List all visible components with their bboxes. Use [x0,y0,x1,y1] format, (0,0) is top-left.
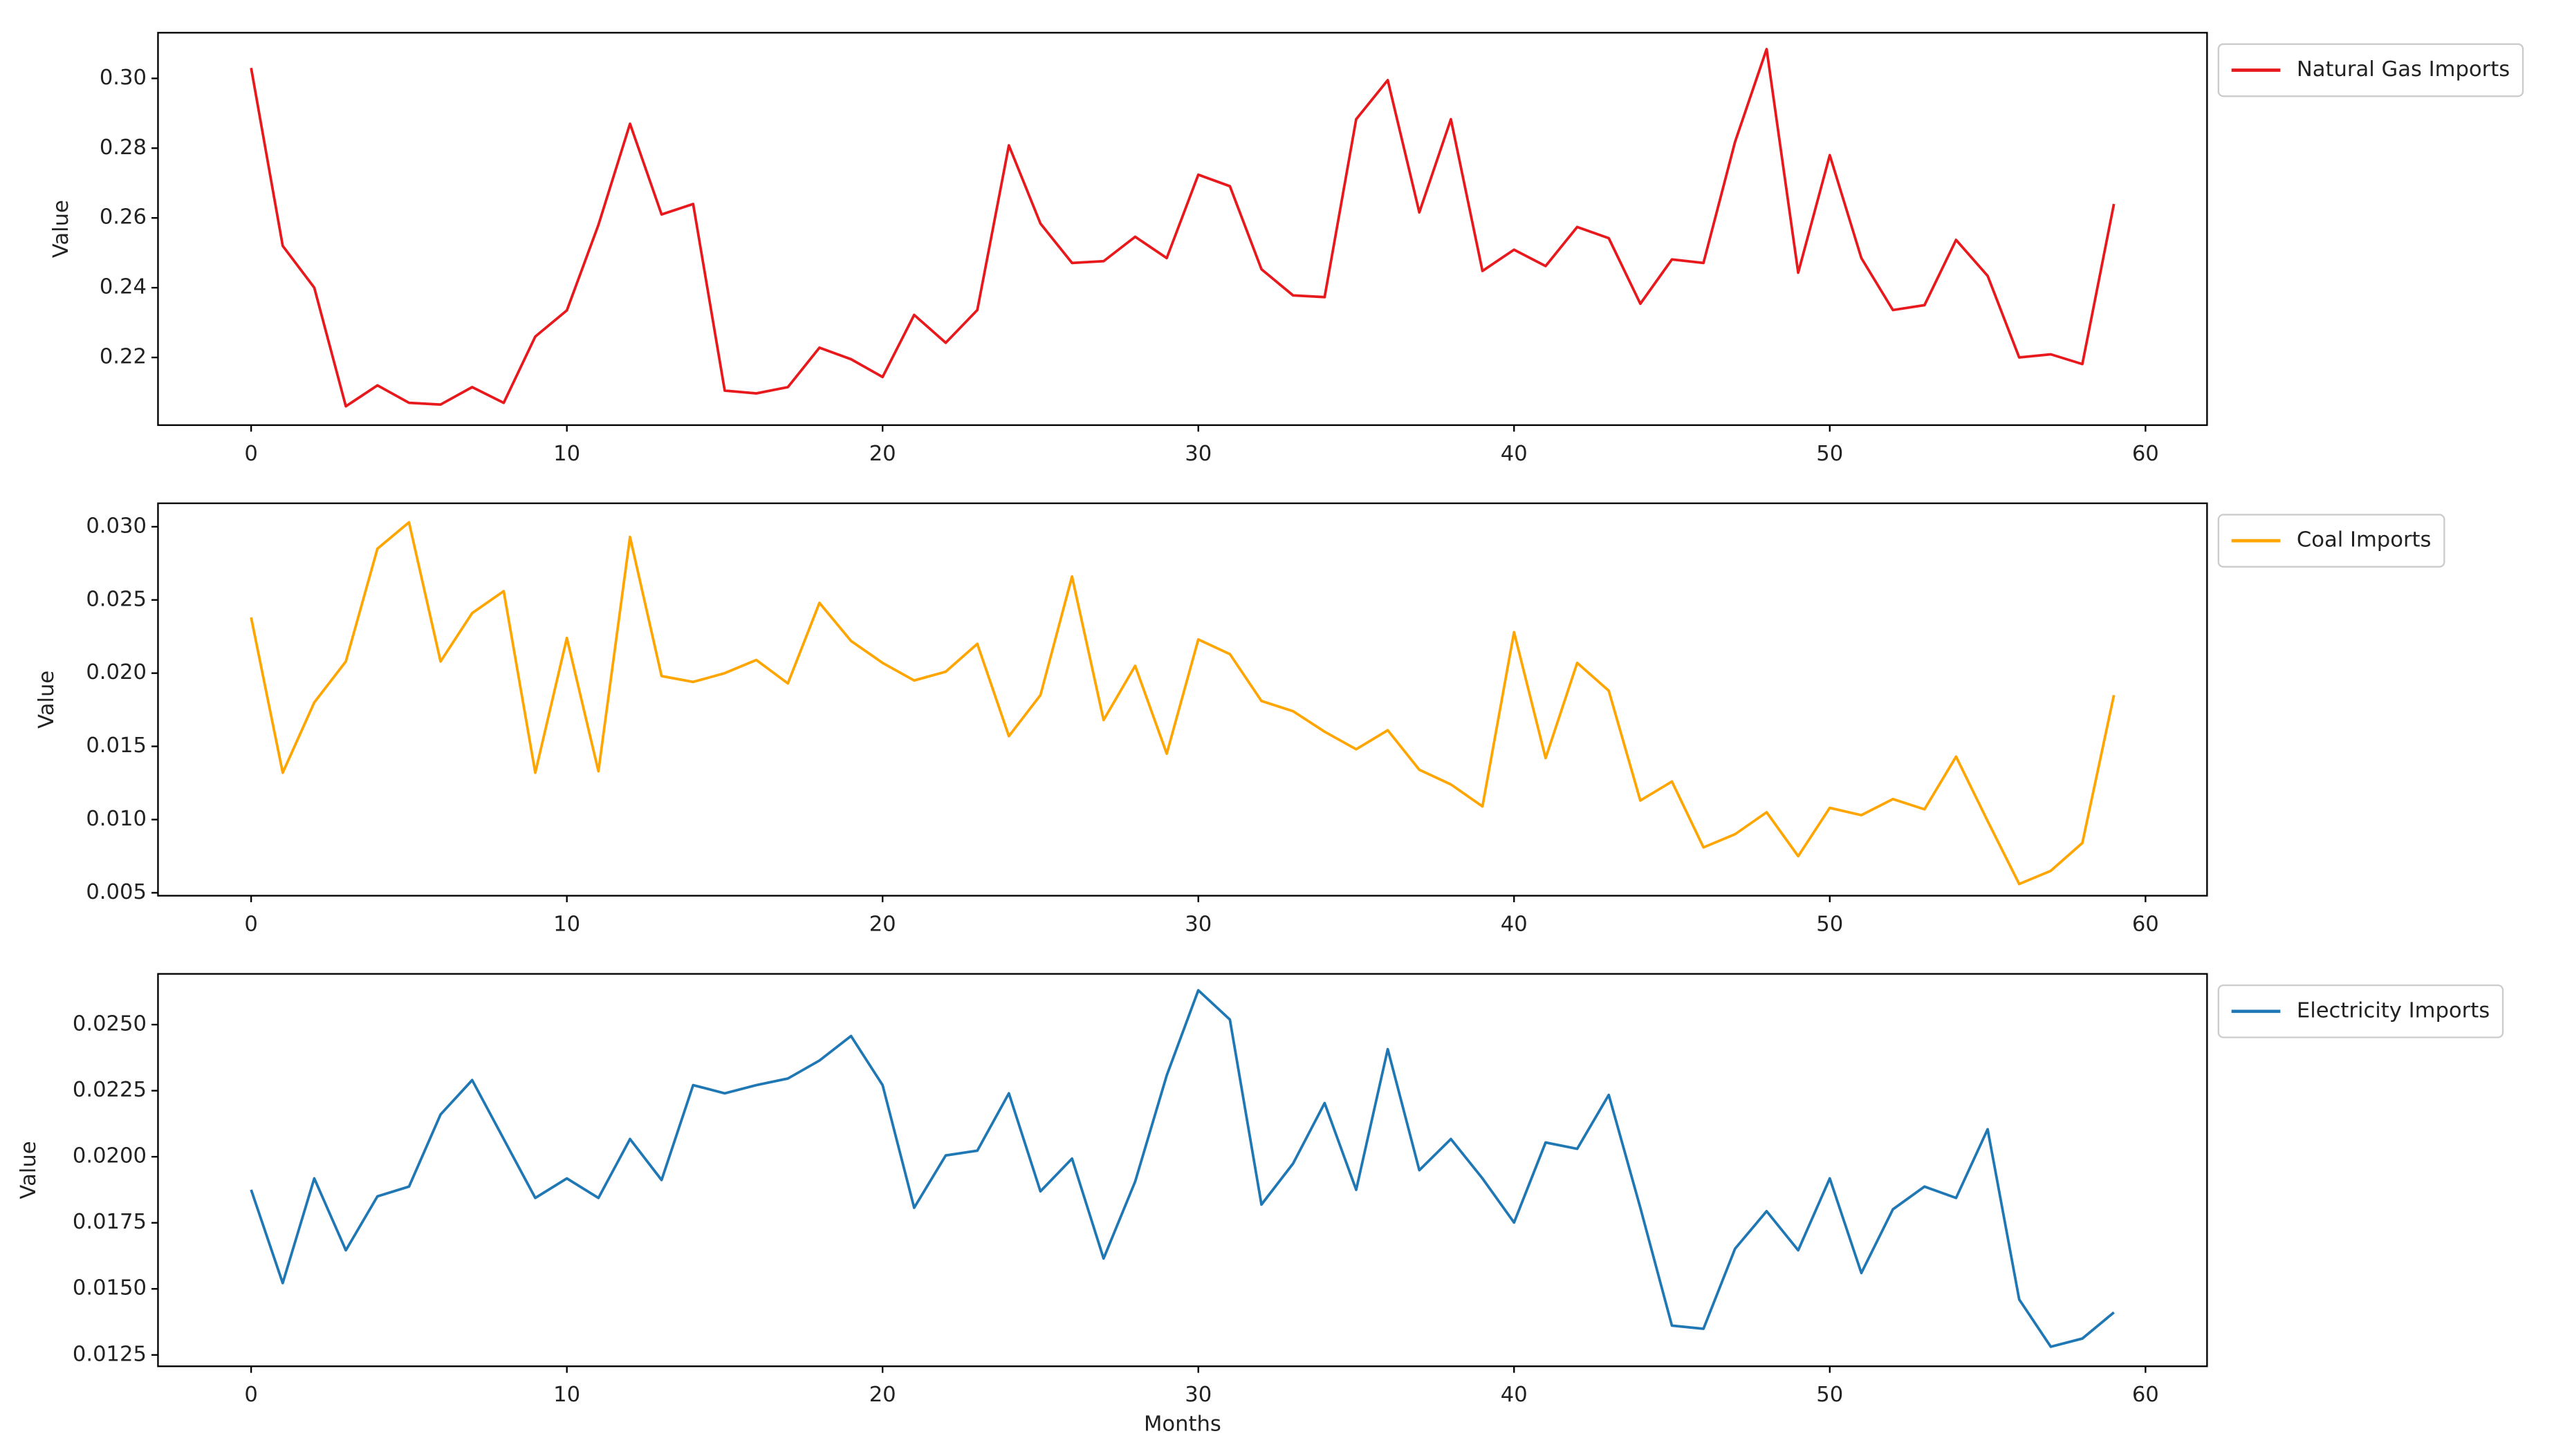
legend-frame [2217,514,2445,568]
y-axis-label: Value [17,1141,41,1199]
x-tick-label: 0 [244,1383,257,1407]
y-tick-label: 0.0150 [73,1276,147,1300]
x-tick-label: 50 [1816,1383,1843,1407]
legend: Coal Imports [2217,514,2445,568]
y-axis-label: Value [49,200,73,258]
data-line [250,521,2116,886]
data-line [250,48,2116,408]
x-tick-label: 0 [244,442,257,466]
legend: Natural Gas Imports [2217,43,2524,97]
plot-frame [157,973,2208,1368]
x-tick-label: 20 [869,912,896,936]
plot-frame [157,32,2208,427]
x-tick-label: 60 [2132,912,2159,936]
y-tick-label: 0.020 [86,660,147,684]
y-tick-label: 0.030 [86,514,147,538]
x-tick-label: 30 [1185,1383,1212,1407]
y-tick-label: 0.015 [86,734,147,758]
data-line [250,989,2115,1348]
y-tick-label: 0.0175 [73,1210,147,1234]
x-tick-label: 30 [1185,912,1212,936]
y-tick-label: 0.26 [100,205,147,230]
legend-label: Electricity Imports [2297,998,2490,1023]
y-tick-label: 0.28 [100,136,147,160]
x-tick-label: 50 [1816,442,1843,466]
x-tick-label: 10 [553,1383,580,1407]
subplot: 0 10 20 30 40 50 60 0.0125 0.0150 0.0175 0.0200 0.0… [17,973,2504,1437]
x-tick-label: 20 [869,1383,896,1407]
x-tick-label: 40 [1501,442,1528,466]
y-tick-label: 0.0225 [73,1078,147,1102]
x-axis-label: Months [1144,1412,1221,1437]
x-tick-label: 10 [553,442,580,466]
x-tick-label: 60 [2132,1383,2159,1407]
subplot: 0 10 20 30 40 50 60 0.005 0.010 0.015 0.020 0.025 0.… [35,502,2445,936]
x-tick-label: 0 [244,912,257,936]
x-tick-label: 10 [553,912,580,936]
x-tick-label: 60 [2132,442,2159,466]
x-tick-label: 20 [869,442,896,466]
y-tick-label: 0.30 [100,66,147,90]
y-tick-label: 0.0200 [73,1144,147,1168]
legend-label: Natural Gas Imports [2297,57,2510,82]
y-tick-label: 0.0125 [73,1342,147,1366]
plot-frame [157,502,2208,897]
y-tick-label: 0.22 [100,345,147,369]
x-tick-label: 50 [1816,912,1843,936]
legend-frame [2217,43,2524,97]
y-axis-label: Value [35,671,59,729]
x-tick-label: 40 [1501,912,1528,936]
y-tick-label: 0.010 [86,807,147,831]
subplot: 0 10 20 30 40 50 60 0.22 0.24 0.26 0.28 0.30 Value Na… [49,32,2524,466]
legend: Electricity Imports [2217,984,2504,1038]
y-tick-label: 0.0250 [73,1012,147,1036]
legend-frame [2217,984,2504,1038]
x-tick-label: 30 [1185,442,1212,466]
y-tick-label: 0.005 [86,880,147,904]
y-tick-label: 0.24 [100,275,147,299]
y-tick-label: 0.025 [86,587,147,611]
legend-label: Coal Imports [2297,528,2432,552]
x-tick-label: 40 [1501,1383,1528,1407]
